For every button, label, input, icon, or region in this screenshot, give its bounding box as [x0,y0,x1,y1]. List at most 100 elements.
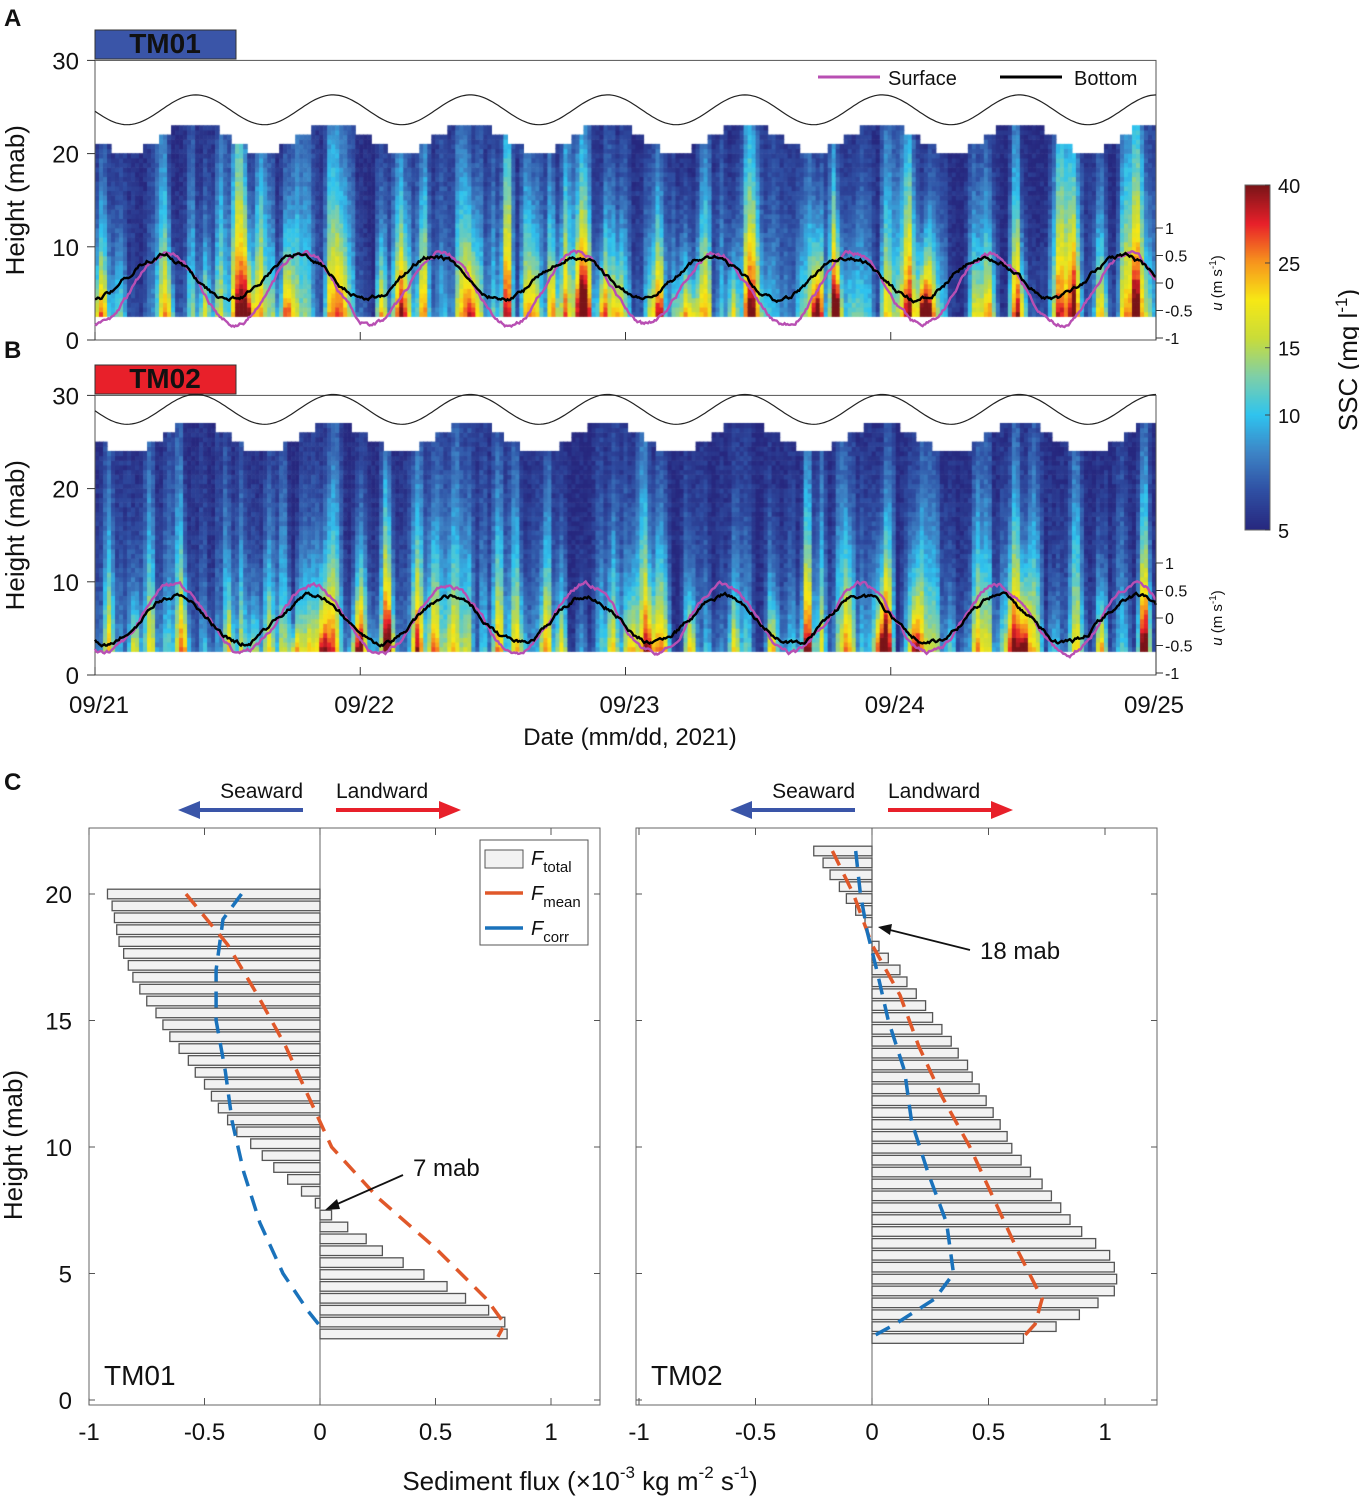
seaward-label: Seaward [772,780,855,803]
colorbar-tick-label: 25 [1278,254,1300,276]
f-total-bar [300,1185,321,1197]
ssc-colorbar [1245,185,1270,530]
y-tick-label: 10 [45,1135,72,1162]
f-total-bar [871,1071,973,1083]
arrowhead-icon [878,924,892,935]
x-axis-label: Date (mm/dd, 2021) [523,724,736,751]
flux-x-axis-label-part: Sediment flux (×10 [402,1466,620,1496]
f-total-bar [838,881,873,893]
f-total-bar [871,1023,943,1035]
f-total-bar [871,1333,1025,1344]
f-total-bar [113,912,321,924]
f-total-bar [871,1273,1118,1285]
x-tick-label: -1 [628,1419,649,1446]
f-total-bar [871,1083,980,1095]
colorbar-label-part: ) [1333,289,1359,298]
u-axis-label-part: ) [1209,590,1226,595]
f-total-bar [871,1226,1083,1237]
u-tick-label: 0.5 [1165,249,1187,266]
u-axis-label: u (m s-1) [1208,255,1226,311]
axes-frame [94,394,1157,676]
f-total-bar [106,888,321,900]
f-total-bar [178,1043,321,1055]
station-tag-label: TM02 [129,363,201,394]
landward-label: Landward [888,780,980,803]
legend-surface-label: Surface [888,68,957,90]
f-total-bar [871,1154,1022,1166]
surface-velocity-line [94,248,1157,329]
colorbar-label-part: SSC (mg l [1333,313,1359,431]
y-tick-label: 10 [52,235,79,262]
f-corr-curve [853,850,956,1339]
station-tag [94,29,237,60]
annotation-arrow [334,1174,404,1206]
colorbar-tick-label: 15 [1278,339,1300,361]
f-total-bar [871,1190,1053,1202]
u-tick-label: -0.5 [1165,304,1193,321]
f-total-bar [111,900,321,912]
legend-label-main: F [531,848,545,870]
colorbar-tick-label: 10 [1278,406,1300,428]
seaward-arrowhead-icon [178,801,200,819]
flux-x-axis-label-part: -1 [734,1463,749,1482]
panel-label-c: C [4,769,21,796]
f-total-bar [319,1233,367,1245]
f-total-bar [871,1237,1097,1249]
f-total-bar [871,1178,1043,1190]
f-total-bar [871,1321,1057,1333]
y-tick-label: 20 [52,142,79,169]
legend-label: Fmean [531,883,581,911]
x-tick-label: 1 [544,1419,557,1446]
f-corr-curve [214,892,326,1333]
flux-x-axis-label-part: s [714,1466,734,1496]
colorbar-label: SSC (mg l-1) [1332,289,1359,431]
f-total-bar [314,1197,321,1209]
f-total-bar [871,1047,959,1059]
flux-x-axis-label-part: ) [749,1466,758,1496]
colorbar-frame [1244,184,1271,531]
f-total-bar [319,1257,404,1269]
u-tick-label: 1 [1165,221,1174,238]
landward-arrowhead-icon [439,801,461,819]
f-total-bar [250,1138,321,1150]
y-tick-label: 20 [45,882,72,909]
y-tick-label: 0 [59,1388,72,1415]
flux-x-axis-label: Sediment flux (×10-3 kg m-2 s-1) [402,1463,757,1496]
f-total-bar [319,1221,349,1233]
panel-label-a: A [4,5,21,32]
y-tick-label: 15 [45,1009,72,1036]
f-total-bar [871,1202,1062,1214]
station-tag [94,364,237,395]
x-tick-label: 1 [1098,1419,1111,1446]
x-tick-label: 0.5 [972,1419,1005,1446]
f-total-bar [871,1309,1081,1321]
f-total-bar [871,1130,1008,1142]
f-total-bar [261,1150,321,1162]
bottom-velocity-line [93,591,1158,648]
u-axis-label-part: u [1209,637,1226,646]
station-label: TM02 [651,1360,723,1391]
y-tick-label: 0 [66,663,79,690]
f-total-bar [871,1095,987,1107]
annotation-7-mab: 7 mab [413,1155,480,1182]
u-axis-label-part: -1 [1208,260,1219,269]
f-total-bar [319,1245,384,1257]
legend-label-main: F [531,883,545,905]
u-tick-label: 0.5 [1165,584,1187,601]
seaward-label: Seaward [220,780,303,803]
x-tick-label: 0.5 [419,1419,452,1446]
legend-f-total-swatch [484,849,524,869]
f-total-bar [194,1066,321,1078]
y-tick-label: 10 [52,570,79,597]
u-tick-label: -0.5 [1165,639,1193,656]
u-tick-label: 0 [1165,276,1174,293]
station-label: TM01 [104,1360,176,1391]
f-mean-curve [184,892,507,1338]
date-tick-label: 09/25 [1124,692,1184,719]
f-total-bar [155,1007,321,1019]
f-total-bar [871,1285,1115,1297]
f-total-bar [162,1019,321,1031]
f-total-bar [116,924,321,936]
f-total-bar [871,1059,969,1071]
